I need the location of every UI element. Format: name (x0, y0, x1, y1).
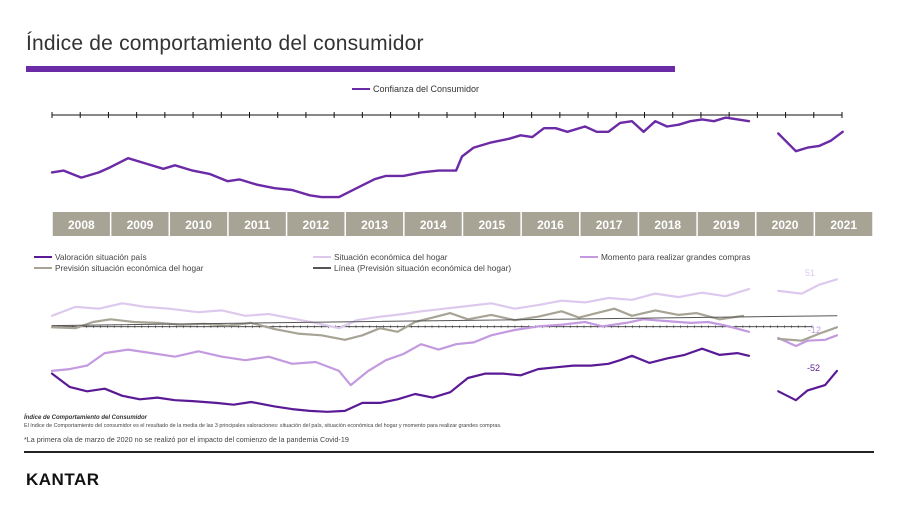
legend-label-confianza: Confianza del Consumidor (373, 84, 480, 94)
legend-confianza: Confianza del Consumidor (352, 84, 479, 94)
notes-title: Índice de Comportamiento del Consumidor (24, 415, 148, 421)
series-line-momento-compras (50, 318, 838, 387)
legend-swatch-valoracion (34, 256, 52, 258)
year-cell (111, 212, 169, 236)
top-chart-lines (50, 116, 844, 199)
year-label: 2019 (713, 218, 740, 232)
legend-swatch-linea (313, 267, 331, 269)
year-cell (521, 212, 580, 236)
series-line-situacion-hogar (50, 278, 838, 330)
year-label: 2020 (772, 218, 799, 232)
year-label: 2017 (596, 218, 623, 232)
year-cell (697, 212, 755, 236)
page-title: Índice de comportamiento del consumidor (26, 32, 424, 55)
year-cell (287, 212, 345, 236)
legend-label-valoracion: Valoración situación país (55, 252, 147, 262)
legend-label-situacion-hogar: Situación económica del hogar (334, 252, 448, 262)
year-label: 2018 (654, 218, 681, 232)
legend-linea: Línea (Previsión situación económica del… (313, 263, 511, 273)
series-line-confianza (50, 116, 844, 199)
year-label: 2015 (478, 218, 505, 232)
series-line-valoracion (50, 347, 838, 413)
year-cell (345, 212, 404, 236)
year-band: 2008 2009 2010 2011 2012 2013 2014 2015 2016 2017… (52, 212, 873, 236)
year-label: 2012 (303, 218, 330, 232)
year-cell (228, 212, 286, 236)
legend-situacion-hogar: Situación económica del hogar (313, 252, 447, 262)
legend-swatch-momento-compras (580, 256, 598, 258)
footer-divider (24, 451, 874, 453)
year-cell (463, 212, 521, 236)
end-label-momento-compras: -12 (808, 325, 822, 335)
kantar-logo: KANTAR (26, 470, 100, 489)
year-label: 2008 (68, 218, 95, 232)
legend-swatch-confianza (352, 88, 370, 90)
year-label: 2010 (185, 218, 212, 232)
year-cell (815, 212, 873, 236)
legend-swatch-situacion-hogar (313, 256, 331, 258)
legend-label-linea: Línea (Previsión situación económica del… (334, 263, 512, 273)
year-label: 2009 (127, 218, 154, 232)
year-cell (52, 212, 110, 236)
year-cell (170, 212, 228, 236)
legend-label-prevision: Previsión situación económica del hogar (55, 263, 204, 273)
year-label: 2021 (830, 218, 857, 232)
year-label: 2014 (420, 218, 447, 232)
legend-valoracion: Valoración situación país (34, 252, 147, 262)
legend-swatch-prevision (34, 267, 52, 269)
year-cell (756, 212, 814, 236)
end-label-situacion-hogar: 51 (805, 268, 816, 278)
series-line-linea (51, 315, 838, 327)
notes-body: El índice de Comportamiento del consumid… (24, 423, 502, 429)
year-label: 2011 (244, 218, 270, 232)
year-cell (639, 212, 697, 236)
year-label: 2016 (537, 218, 564, 232)
title-underline (26, 66, 675, 72)
year-label: 2013 (361, 218, 388, 232)
bottom-chart-axis (51, 325, 813, 329)
legend-prevision: Previsión situación económica del hogar (34, 263, 204, 273)
footnote: *La primera ola de marzo de 2020 no se r… (24, 435, 349, 444)
year-cell (404, 212, 462, 236)
legend-momento-compras: Momento para realizar grandes compras (580, 252, 750, 262)
bottom-chart-lines (50, 278, 838, 413)
end-label-valoracion: -52 (807, 363, 821, 373)
year-cell (580, 212, 638, 236)
legend-label-momento-compras: Momento para realizar grandes compras (601, 252, 751, 262)
top-chart-axis (51, 112, 843, 118)
